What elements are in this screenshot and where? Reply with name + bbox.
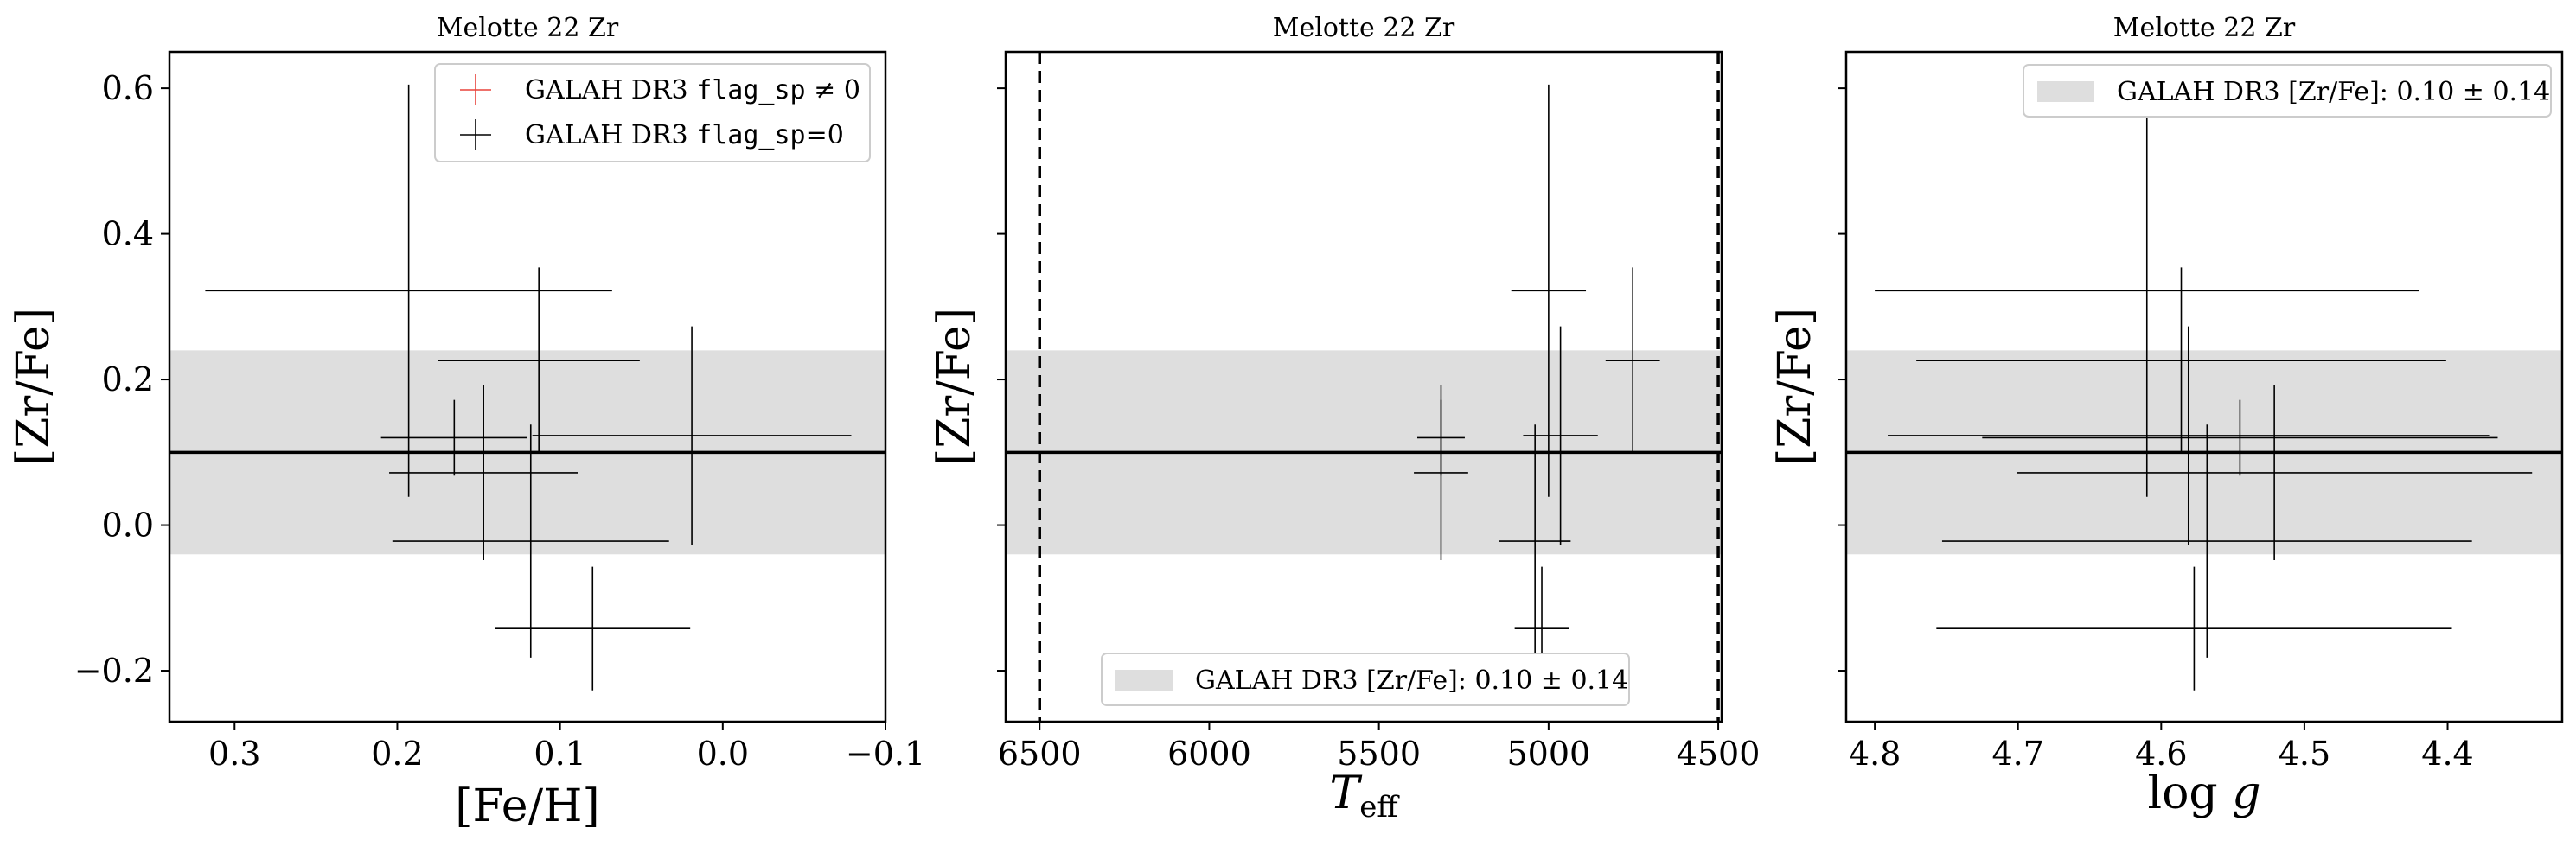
legend-swatch [2037,81,2094,102]
legend: GALAH DR3 [Zr/Fe]: 0.10 ± 0.14 [1101,653,1630,706]
x-tick-label: 4.4 [2421,735,2473,773]
x-tick-label: 0.3 [208,735,260,773]
y-tick-label: 0.2 [102,360,154,398]
y-axis-label: [Zr/Fe] [929,308,981,466]
legend: GALAH DR3 [Zr/Fe]: 0.10 ± 0.14 [2023,64,2552,118]
panel-1: 0.3 0.2 0.1 0.0 −0.1 −0.2 0.0 0.2 0.4 0.6 Melotte … [8,13,925,832]
y-tick-label: 0.0 [102,506,154,544]
x-tick-label: 0.1 [534,735,585,773]
x-tick-label: 5500 [1337,735,1421,773]
axes-frame [1004,50,1723,723]
panel-3: 4.8 4.7 4.6 4.5 4.4 Melotte 22 Zr log g [Zr/Fe]… [1769,13,2564,819]
data-point [1875,84,2419,497]
x-tick-label: 4500 [1677,735,1761,773]
x-tick-label: 0.0 [697,735,749,773]
x-tick-label: 6500 [998,735,1082,773]
legend-label: GALAH DR3 [Zr/Fe]: 0.10 ± 0.14 [1195,666,1628,696]
legend-swatch [1115,670,1173,691]
data-point [1888,326,2490,545]
axes-frame [1844,50,2564,723]
axes-frame [168,50,887,723]
x-tick-label: 4.5 [2279,735,2330,773]
data-point [1916,267,2446,454]
x-tick-label: 4.7 [1992,735,2044,773]
data-point [1499,424,1571,658]
y-axis-label: [Zr/Fe] [8,308,60,466]
y-tick-label: 0.4 [102,215,154,253]
x-tick-label: 4.6 [2135,735,2187,773]
y-axis-label: [Zr/Fe] [1769,308,1821,466]
data-point [495,566,691,691]
y-tick-label: −0.2 [74,652,154,690]
data-point [205,84,612,497]
legend-label: GALAH DR3 flag_sp=0 [525,120,844,150]
data-point [1941,424,2472,658]
x-axis-label: log g [2147,767,2260,819]
legend-label: GALAH DR3 flag_sp ≠ 0 [525,75,860,105]
data-point [389,385,578,560]
legend-box [1101,653,1630,706]
data-point [380,399,527,476]
x-tick-label: 0.2 [371,735,423,773]
data-point [532,326,852,545]
data-point [1414,385,1468,560]
x-tick-label: 4.8 [1849,735,1901,773]
data-point [1982,399,2498,476]
data-point [438,267,640,454]
data-point [2017,385,2533,560]
panel-title: Melotte 22 Zr [437,13,619,43]
x-axis-label: Teff [1330,767,1401,825]
legend-box [434,63,871,162]
data-point [1605,267,1660,454]
legend: GALAH DR3 flag_sp ≠ 0 GALAH DR3 flag_sp=0 [434,63,871,162]
x-tick-label: 6000 [1167,735,1251,773]
x-axis-label: [Fe/H] [455,780,599,832]
panel-title: Melotte 22 Zr [1273,13,1455,43]
legend-label: GALAH DR3 [Zr/Fe]: 0.10 ± 0.14 [2117,77,2550,107]
panel-2: 6500 6000 5500 5000 4500 Melotte 22 Zr Teff [Zr… [929,13,1760,825]
data-point [1511,84,1587,497]
legend-box [2023,64,2552,118]
y-tick-label: 0.6 [102,69,154,107]
data-point [392,424,669,658]
data-point [1936,566,2452,691]
panel-title: Melotte 22 Zr [2113,13,2296,43]
x-tick-label: −0.1 [846,735,925,773]
x-tick-label: 5000 [1507,735,1591,773]
